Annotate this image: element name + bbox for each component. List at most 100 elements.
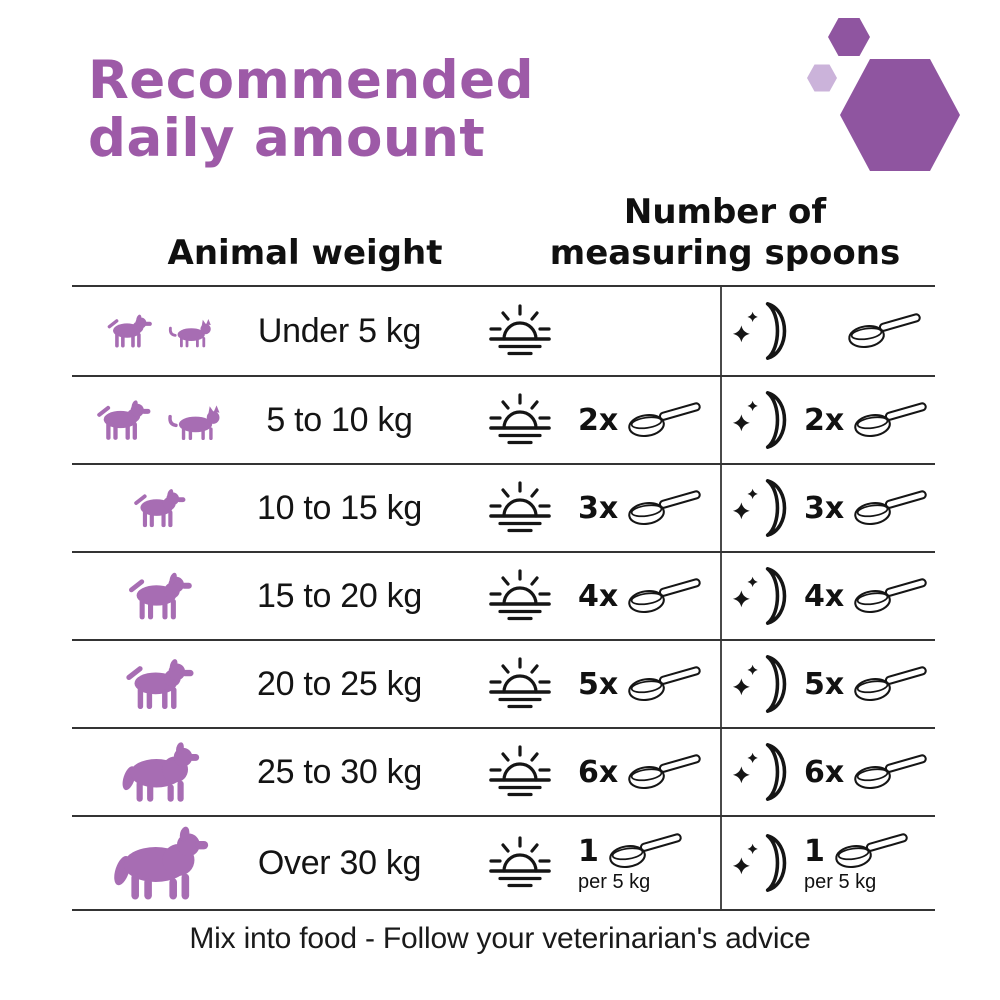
column-header-measuring-spoons: Number of measuring spoons [515, 192, 935, 275]
dog-icon [104, 312, 155, 350]
dog-icon [130, 486, 189, 530]
evening-amount: 5x [804, 665, 931, 703]
morning-cell: 3x [432, 465, 720, 551]
morning-multiplier: 5x [578, 666, 619, 702]
table-row: 5 to 10 kg 2x 2x [72, 377, 935, 465]
morning-cell: 4x [432, 553, 720, 639]
animal-icons-cell [72, 287, 247, 375]
weight-cell: 10 to 15 kg [247, 465, 432, 551]
morning-amount-top: 1 [578, 832, 686, 870]
animal-icons-cell [72, 465, 247, 551]
table-row: 15 to 20 kg 4x 4x [72, 553, 935, 641]
weight-cell: 5 to 10 kg [247, 377, 432, 463]
measuring-spoon-icon [626, 753, 705, 791]
morning-amount: 1 per 5 kg [578, 832, 686, 894]
animal-icons-cell [72, 377, 247, 463]
sunrise-icon [488, 656, 552, 712]
weight-cell: 25 to 30 kg [247, 729, 432, 815]
moon-icon [732, 741, 792, 803]
weight-label: 20 to 25 kg [257, 664, 422, 703]
evening-multiplier: 3x [804, 490, 845, 526]
morning-amount: 5x [578, 665, 705, 703]
weight-label: Under 5 kg [257, 311, 422, 350]
animal-icons-cell [72, 817, 247, 909]
measuring-spoon-icon [626, 577, 705, 615]
evening-note: per 5 kg [804, 871, 877, 893]
moon-icon [732, 389, 792, 451]
evening-amount-top: 2x [804, 401, 931, 439]
measuring-spoon-icon [852, 753, 931, 791]
evening-multiplier: 1 [804, 833, 825, 869]
cat-icon [167, 398, 226, 442]
morning-amount-top: 6x [578, 753, 705, 791]
morning-cell [432, 287, 720, 375]
evening-amount: 6x [804, 753, 931, 791]
feeding-table: Under 5 kg 5 to 10 kg 2x 2x 10 to 15 kg 3x 3x 1… [72, 285, 935, 911]
morning-amount: 2x [578, 401, 705, 439]
evening-cell: 4x [720, 553, 935, 639]
sunrise-icon [488, 835, 552, 891]
measuring-spoon-icon [852, 489, 931, 527]
dog-icon [110, 825, 209, 901]
measuring-spoon-icon [607, 832, 686, 870]
hexagon-small [807, 64, 837, 92]
evening-cell: 6x [720, 729, 935, 815]
dog-icon [121, 655, 198, 713]
sunrise-icon [488, 568, 552, 624]
evening-multiplier: 4x [804, 578, 845, 614]
morning-multiplier: 3x [578, 490, 619, 526]
evening-amount: 4x [804, 577, 931, 615]
measuring-spoon-icon [852, 577, 931, 615]
measuring-spoon-icon [852, 401, 931, 439]
evening-amount-top: 6x [804, 753, 931, 791]
weight-label: 5 to 10 kg [266, 400, 413, 439]
weight-cell: 15 to 20 kg [247, 553, 432, 639]
morning-note: per 5 kg [578, 871, 651, 893]
morning-amount: 4x [578, 577, 705, 615]
evening-amount: 2x [804, 401, 931, 439]
morning-amount: 6x [578, 753, 705, 791]
evening-cell: 2x [720, 377, 935, 463]
evening-amount-top [804, 312, 925, 350]
evening-multiplier: 2x [804, 402, 845, 438]
moon-icon [732, 832, 792, 894]
morning-amount-top: 2x [578, 401, 705, 439]
measuring-spoon-icon [626, 489, 705, 527]
page-title-line1: Recommended [88, 50, 535, 111]
weight-label: 15 to 20 kg [257, 576, 422, 615]
evening-multiplier: 6x [804, 754, 845, 790]
moon-icon [732, 477, 792, 539]
column-header-spoons-line1: Number of [623, 192, 827, 232]
dog-icon [93, 397, 154, 443]
evening-amount: 1 per 5 kg [804, 832, 912, 894]
dog-icon [124, 569, 196, 623]
hexagon-large [840, 59, 960, 171]
weight-label: 10 to 15 kg [257, 488, 422, 527]
moon-icon [732, 565, 792, 627]
column-header-spoons-line2: measuring spoons [549, 233, 901, 274]
animal-icons-cell [72, 729, 247, 815]
weight-cell: Over 30 kg [247, 817, 432, 909]
morning-amount-top: 5x [578, 665, 705, 703]
moon-icon [732, 300, 792, 362]
weight-label: 25 to 30 kg [257, 752, 422, 791]
morning-cell: 5x [432, 641, 720, 727]
evening-multiplier: 5x [804, 666, 845, 702]
morning-cell: 1 per 5 kg [432, 817, 720, 909]
morning-multiplier: 1 [578, 833, 599, 869]
weight-cell: Under 5 kg [247, 287, 432, 375]
evening-cell [720, 287, 935, 375]
measuring-spoon-icon [833, 832, 912, 870]
page-title-line2: daily amount [88, 108, 486, 170]
measuring-spoon-icon [852, 665, 931, 703]
footer-note: Mix into food - Follow your veterinarian… [189, 922, 811, 955]
measuring-spoon-icon [626, 401, 705, 439]
evening-cell: 3x [720, 465, 935, 551]
morning-cell: 2x [432, 377, 720, 463]
animal-icons-cell [72, 641, 247, 727]
hexagon-decoration [807, 18, 960, 171]
evening-cell: 1 per 5 kg [720, 817, 935, 909]
evening-amount-top: 1 [804, 832, 912, 870]
table-row: 10 to 15 kg 3x 3x [72, 465, 935, 553]
